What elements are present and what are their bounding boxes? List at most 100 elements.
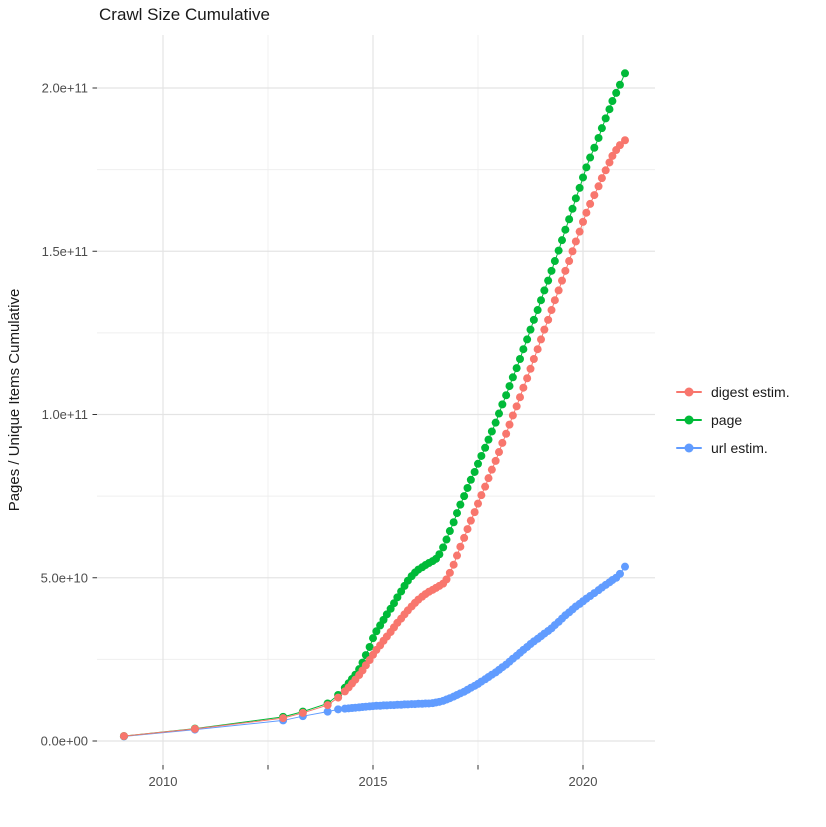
data-point-page (481, 443, 490, 452)
data-point-page (540, 286, 549, 295)
data-point-page (594, 133, 603, 142)
data-point-digest-estim (190, 724, 199, 733)
data-point-page (369, 634, 377, 643)
data-point-page (508, 373, 517, 382)
data-point-digest-estim (537, 335, 545, 344)
data-point-page (590, 143, 599, 152)
data-point-page (621, 69, 629, 78)
data-point-digest-estim (498, 438, 507, 447)
x-tick-label: 2015 (359, 774, 388, 789)
data-point-digest-estim (594, 182, 603, 191)
data-point-digest-estim (615, 141, 624, 150)
data-point-page (523, 335, 532, 344)
data-point-digest-estim (590, 191, 599, 200)
data-point-digest-estim (477, 491, 486, 500)
data-point-page (390, 599, 398, 608)
data-point-digest-estim (568, 247, 577, 256)
data-point-digest-estim (442, 575, 451, 584)
data-point-page (487, 427, 496, 436)
legend-dot-icon (684, 443, 694, 453)
data-point-digest-estim (491, 456, 500, 465)
data-point-digest-estim (323, 701, 332, 710)
legend-label: page (711, 412, 743, 428)
data-point-page (460, 492, 469, 501)
data-point-digest-estim (119, 732, 128, 741)
data-point-url-estim (615, 569, 624, 578)
data-point-page (554, 246, 563, 255)
y-tick-label: 1.0e+11 (42, 407, 88, 422)
data-point-digest-estim (575, 227, 584, 236)
data-point-digest-estim (529, 354, 538, 363)
data-point-digest-estim (571, 237, 580, 246)
data-point-url-estim (323, 707, 332, 716)
data-point-page (605, 105, 614, 114)
y-tick-label: 0.0e+00 (41, 734, 88, 749)
data-point-digest-estim (533, 345, 542, 354)
data-point-page (502, 391, 511, 400)
data-point-digest-estim (523, 374, 532, 383)
data-point-page (498, 400, 507, 409)
data-point-page (495, 409, 503, 418)
data-point-digest-estim (586, 199, 595, 208)
data-point-page (612, 88, 621, 97)
data-point-page (579, 173, 587, 182)
legend-dot-icon (684, 415, 694, 425)
data-point-page (519, 345, 528, 354)
data-point-page (558, 236, 566, 245)
data-point-digest-estim (621, 136, 629, 145)
data-point-digest-estim (516, 393, 524, 402)
data-point-page (453, 509, 461, 518)
data-point-url-estim (334, 705, 343, 714)
data-point-page (586, 153, 595, 162)
data-point-page (484, 435, 493, 444)
data-point-digest-estim (456, 542, 465, 551)
legend-key-digest-estim (676, 386, 702, 398)
data-point-page (597, 124, 606, 133)
data-point-page (565, 215, 574, 224)
data-point-digest-estim (519, 383, 528, 392)
data-point-digest-estim (526, 364, 535, 373)
y-tick-label: 1.5e+11 (42, 244, 88, 259)
data-point-digest-estim (445, 568, 454, 577)
data-point-digest-estim (544, 315, 553, 324)
data-point-digest-estim (481, 482, 490, 491)
data-point-page (505, 382, 514, 391)
data-point-digest-estim (540, 325, 549, 334)
data-point-page (435, 550, 444, 559)
data-point-digest-estim (474, 499, 482, 508)
data-point-digest-estim (605, 158, 614, 167)
data-point-digest-estim (449, 560, 458, 569)
data-point-digest-estim (495, 448, 503, 457)
data-point-digest-estim (334, 693, 343, 702)
data-point-page (491, 418, 500, 427)
series-points-url-estim (119, 562, 629, 741)
data-point-digest-estim (453, 551, 461, 560)
data-point-page (568, 204, 577, 213)
data-point-page (582, 163, 591, 172)
data-point-digest-estim (505, 420, 514, 429)
data-point-digest-estim (601, 166, 610, 175)
legend-item-url-estim: url estim. (676, 434, 790, 462)
data-point-page (372, 627, 381, 636)
data-point-digest-estim (460, 533, 469, 542)
legend-key-url-estim (676, 442, 702, 454)
data-point-page (442, 535, 451, 544)
data-point-page (544, 276, 553, 285)
data-point-page (537, 296, 545, 305)
data-point-page (393, 593, 402, 602)
data-point-page (550, 257, 559, 266)
data-point-digest-estim (579, 217, 587, 226)
series-points-digest-estim (119, 136, 629, 741)
data-point-digest-estim (487, 465, 496, 474)
data-point-page (516, 354, 524, 363)
data-point-page (439, 543, 448, 552)
data-point-page (615, 80, 624, 89)
data-point-page (526, 325, 535, 334)
data-point-page (449, 518, 458, 527)
data-point-digest-estim (508, 411, 517, 420)
data-point-page (561, 225, 570, 234)
data-point-page (445, 527, 454, 536)
data-point-digest-estim (484, 474, 493, 483)
